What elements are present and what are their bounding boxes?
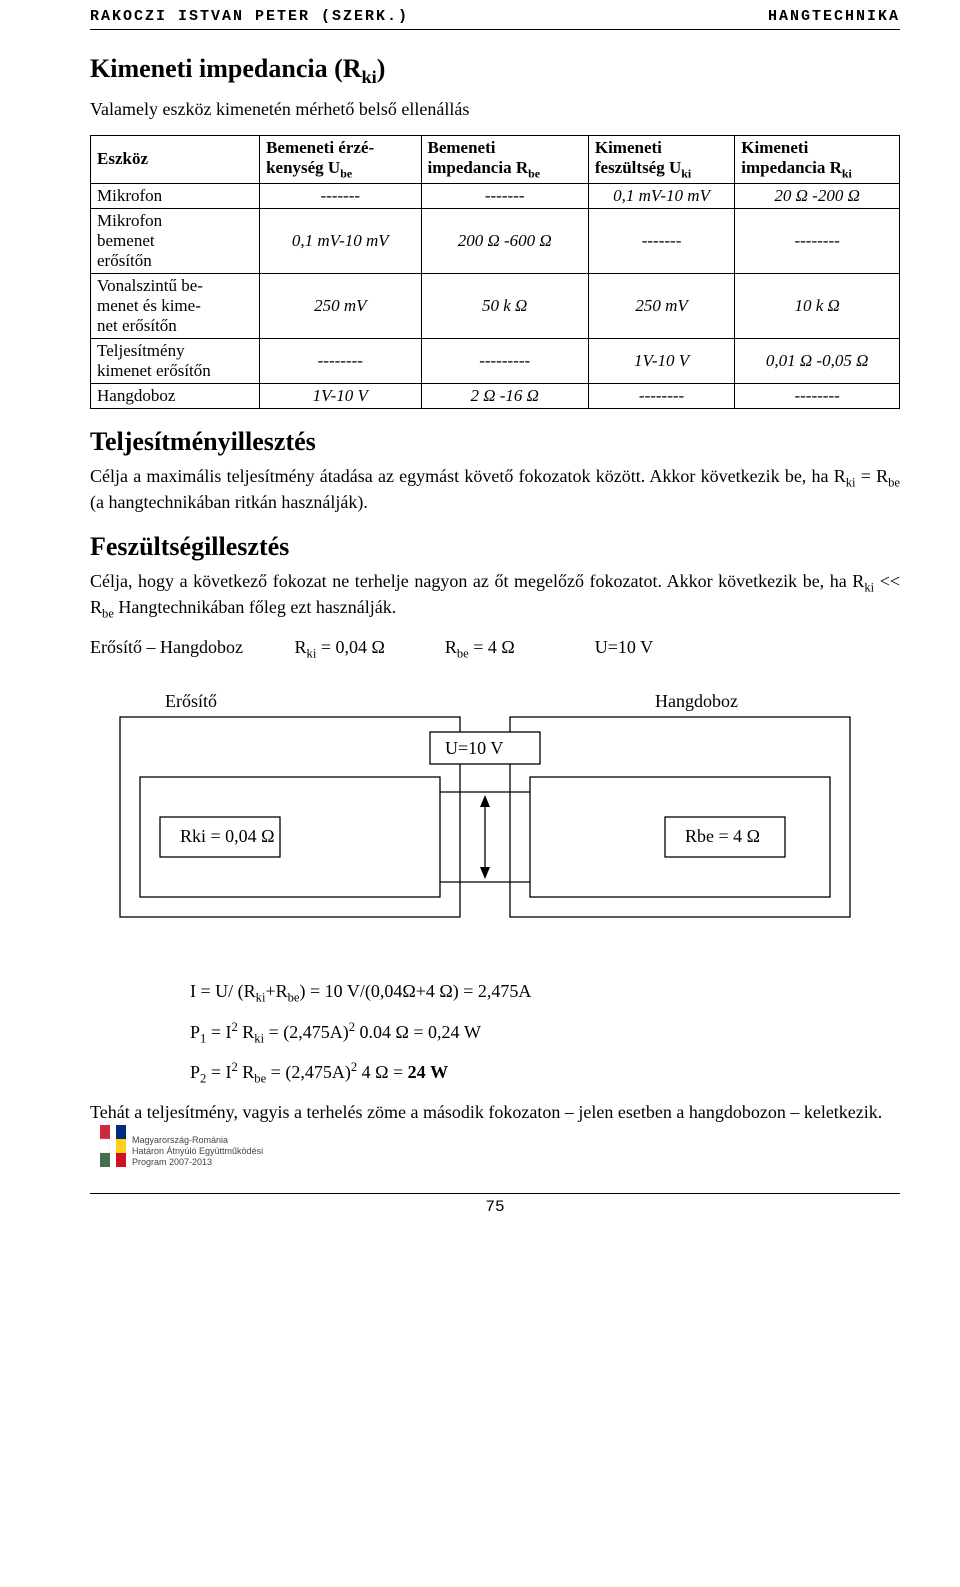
table-row: Vonalszintű be-menet és kime-net erősítő… <box>91 274 900 339</box>
footer-logo: Magyarország-Románia Határon Átnyúló Egy… <box>100 1125 263 1167</box>
label-hangdoboz: Hangdoboz <box>655 691 738 711</box>
th-fesz-ki: Kimenetifeszültség Uki <box>588 135 734 183</box>
impedance-table: Eszköz Bemeneti érzé-kenység Ube Bemenet… <box>90 135 900 409</box>
calculations: I = U/ (Rki+Rbe) = 10 V/(0,04Ω+4 Ω) = 2,… <box>90 981 900 1087</box>
th-imp-be: Bemenetiimpedancia Rbe <box>421 135 588 183</box>
table-row: Mikrofonbemeneterősítőn 0,1 mV-10 mV 200… <box>91 209 900 274</box>
label-u: U=10 V <box>445 738 503 758</box>
page-header: RAKOCZI ISTVAN PETER (SZERK.) HANGTECHNI… <box>90 0 900 30</box>
table-row: Teljesítménykimenet erősítőn -------- --… <box>91 339 900 384</box>
th-imp-ki: Kimenetiimpedancia Rki <box>735 135 900 183</box>
closing-text: Tehát a teljesítmény, vagyis a terhelés … <box>90 1101 900 1124</box>
th-eszkoz: Eszköz <box>91 135 260 183</box>
page-number: 75 <box>90 1193 900 1216</box>
header-left: RAKOCZI ISTVAN PETER (SZERK.) <box>90 8 409 25</box>
section-feszultsegillesztes: Feszültségillesztés <box>90 532 900 562</box>
th-erzekenyseg: Bemeneti érzé-kenység Ube <box>260 135 421 183</box>
intro-text: Valamely eszköz kimenetén mérhető belső … <box>90 98 900 121</box>
calc-p1: P1 = I2 Rki = (2,475A)2 0.04 Ω = 0,24 W <box>190 1020 900 1047</box>
equation-line: Erősítő – Hangdoboz Rki = 0,04 ΩRbe = 4 … <box>90 637 900 662</box>
footer-program-text: Magyarország-Románia Határon Átnyúló Egy… <box>132 1135 263 1167</box>
table-row: Mikrofon ------- ------- 0,1 mV-10 mV 20… <box>91 184 900 209</box>
calc-p2: P2 = I2 Rbe = (2,475A)2 4 Ω = 24 W <box>190 1060 900 1087</box>
title-kimeneti-impedancia: Kimeneti impedancia (Rki) <box>90 54 900 88</box>
label-rbe: Rbe = 4 Ω <box>685 826 760 846</box>
circuit-diagram: Erősítő Rki = 0,04 Ω Hangdoboz Rbe = 4 Ω… <box>110 677 870 957</box>
header-right: HANGTECHNIKA <box>768 8 900 25</box>
flag-ro-icon <box>116 1125 126 1167</box>
table-row: Hangdoboz 1V-10 V 2 Ω -16 Ω -------- ---… <box>91 384 900 409</box>
flag-hu-icon <box>100 1125 110 1167</box>
label-erosito: Erősítő <box>165 691 217 711</box>
calc-current: I = U/ (Rki+Rbe) = 10 V/(0,04Ω+4 Ω) = 2,… <box>190 981 900 1006</box>
diagram-svg: Erősítő Rki = 0,04 Ω Hangdoboz Rbe = 4 Ω… <box>110 677 870 957</box>
label-rki: Rki = 0,04 Ω <box>180 826 275 846</box>
para-feszultseg: Célja, hogy a következő fokozat ne terhe… <box>90 570 900 623</box>
section-teljesitmenyillesztes: Teljesítményillesztés <box>90 427 900 457</box>
para-teljesitmeny: Célja a maximális teljesítmény átadása a… <box>90 465 900 514</box>
